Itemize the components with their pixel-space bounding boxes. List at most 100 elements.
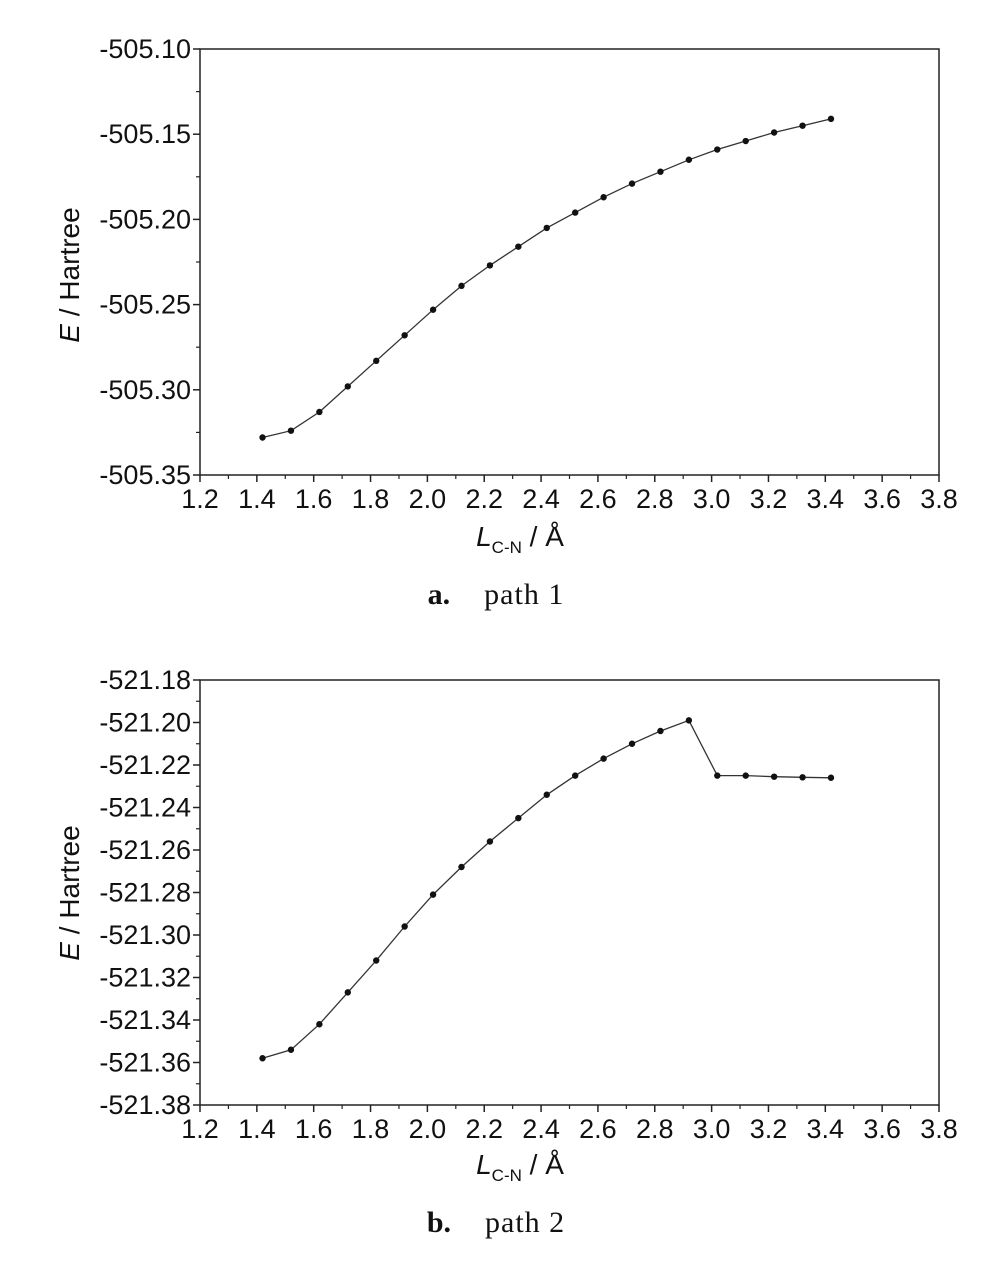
data-point bbox=[259, 434, 266, 441]
y-axis-label: E / Hartree bbox=[54, 207, 85, 342]
data-point bbox=[344, 383, 351, 390]
x-tick-label: 2.8 bbox=[636, 1114, 674, 1144]
x-tick-label: 1.2 bbox=[181, 484, 219, 514]
data-point bbox=[373, 357, 380, 365]
data-point bbox=[685, 717, 693, 724]
x-tick-label: 1.8 bbox=[352, 1114, 390, 1144]
data-point bbox=[543, 791, 550, 798]
x-tick-label: 2.6 bbox=[579, 1114, 617, 1144]
caption: a. path 1 bbox=[428, 578, 565, 611]
data-point bbox=[770, 129, 778, 136]
x-tick-label: 1.6 bbox=[295, 1114, 333, 1144]
data-point bbox=[742, 137, 749, 145]
x-tick-label: 3.2 bbox=[750, 1114, 788, 1144]
data-point bbox=[657, 727, 664, 735]
y-tick-label: -521.26 bbox=[99, 835, 191, 865]
y-tick-label: -521.18 bbox=[99, 665, 191, 695]
data-point bbox=[429, 306, 437, 313]
y-ticks: -505.10 -505.15 -505.20 -505.25 -505.30 -505.… bbox=[99, 34, 200, 490]
y-tick-label: -521.28 bbox=[99, 878, 191, 908]
data-point bbox=[287, 427, 295, 434]
y-tick-label: -521.34 bbox=[99, 1005, 191, 1035]
data-point bbox=[742, 772, 749, 779]
data-point bbox=[600, 755, 607, 762]
data-point bbox=[799, 122, 806, 129]
data-point bbox=[344, 989, 351, 996]
data-point bbox=[827, 115, 835, 123]
chart-panel-b: -521.18 -521.20 -521.22 -521.24 -521.26 -521.… bbox=[54, 665, 958, 1239]
data-point bbox=[543, 224, 550, 232]
data-point bbox=[571, 772, 579, 779]
data-point bbox=[401, 332, 408, 339]
y-tick-label: -505.35 bbox=[99, 460, 191, 490]
x-tick-label: 3.0 bbox=[693, 484, 731, 514]
y-axis-label: E / Hartree bbox=[54, 825, 85, 960]
x-ticks: 1.2 1.4 1.6 1.8 2.0 2.2 2.4 2.6 2.8 3.0 3.2 3.4 3.6 3… bbox=[181, 1105, 958, 1144]
data-point bbox=[770, 773, 778, 780]
data-point bbox=[316, 1021, 323, 1028]
data-point bbox=[316, 408, 323, 416]
y-tick-label: -521.32 bbox=[99, 963, 191, 993]
data-point bbox=[685, 156, 693, 163]
x-tick-label: 3.8 bbox=[920, 1114, 958, 1144]
x-tick-label: 2.4 bbox=[522, 1114, 560, 1144]
data-point bbox=[571, 209, 579, 216]
y-tick-label: -521.38 bbox=[99, 1090, 191, 1120]
x-axis-label: LC-N / Å bbox=[476, 1149, 564, 1185]
plot-frame bbox=[199, 48, 940, 476]
x-tick-label: 2.2 bbox=[465, 1114, 503, 1144]
data-point bbox=[827, 774, 835, 781]
caption: b. path 2 bbox=[427, 1206, 565, 1239]
plot-frame bbox=[199, 679, 940, 1106]
x-tick-label: 3.6 bbox=[863, 484, 901, 514]
y-tick-label: -505.15 bbox=[99, 119, 191, 149]
y-tick-label: -505.10 bbox=[99, 34, 191, 64]
y-ticks: -521.18 -521.20 -521.22 -521.24 -521.26 -521.… bbox=[99, 665, 200, 1120]
data-point bbox=[458, 282, 465, 290]
data-point bbox=[401, 923, 408, 930]
x-tick-label: 2.0 bbox=[409, 484, 447, 514]
y-tick-label: -521.36 bbox=[99, 1048, 191, 1078]
y-tick-label: -505.25 bbox=[99, 290, 191, 320]
x-tick-label: 2.6 bbox=[579, 484, 617, 514]
x-tick-label: 1.4 bbox=[238, 1114, 276, 1144]
data-point bbox=[458, 863, 465, 871]
x-tick-label: 2.2 bbox=[465, 484, 503, 514]
series bbox=[259, 717, 835, 1062]
x-tick-label: 2.0 bbox=[409, 1114, 447, 1144]
series bbox=[259, 115, 835, 441]
data-point bbox=[486, 838, 494, 845]
x-tick-label: 3.4 bbox=[807, 484, 845, 514]
data-point bbox=[429, 891, 437, 898]
y-tick-label: -521.20 bbox=[99, 708, 191, 738]
x-tick-label: 3.4 bbox=[807, 1114, 845, 1144]
x-tick-label: 1.6 bbox=[295, 484, 333, 514]
x-tick-label: 3.6 bbox=[863, 1114, 901, 1144]
data-point bbox=[515, 814, 522, 822]
data-point bbox=[515, 243, 522, 250]
x-tick-label: 3.8 bbox=[920, 484, 958, 514]
x-tick-label: 1.8 bbox=[352, 484, 390, 514]
data-point bbox=[600, 194, 607, 201]
x-tick-label: 1.4 bbox=[238, 484, 276, 514]
y-tick-label: -521.24 bbox=[99, 793, 191, 823]
data-point bbox=[259, 1055, 266, 1062]
data-point bbox=[714, 772, 721, 779]
data-point bbox=[657, 168, 664, 175]
y-tick-label: -521.22 bbox=[99, 750, 191, 780]
y-tick-label: -505.20 bbox=[99, 204, 191, 234]
x-tick-label: 3.0 bbox=[693, 1114, 731, 1144]
y-tick-label: -505.30 bbox=[99, 375, 191, 405]
y-tick-label: -521.30 bbox=[99, 920, 191, 950]
data-point bbox=[628, 180, 636, 187]
x-tick-label: 3.2 bbox=[750, 484, 788, 514]
data-point bbox=[373, 957, 380, 964]
x-tick-label: 2.4 bbox=[522, 484, 560, 514]
x-ticks: 1.2 1.4 1.6 1.8 2.0 2.2 2.4 2.6 2.8 3.0 3.2 3.4 3.6 3… bbox=[181, 475, 958, 514]
chart-panel-a: -505.10 -505.15 -505.20 -505.25 -505.30 -505.… bbox=[54, 34, 958, 611]
x-tick-label: 1.2 bbox=[181, 1114, 219, 1144]
data-point bbox=[799, 774, 806, 781]
data-point bbox=[287, 1046, 295, 1053]
series-line bbox=[262, 719, 832, 1059]
